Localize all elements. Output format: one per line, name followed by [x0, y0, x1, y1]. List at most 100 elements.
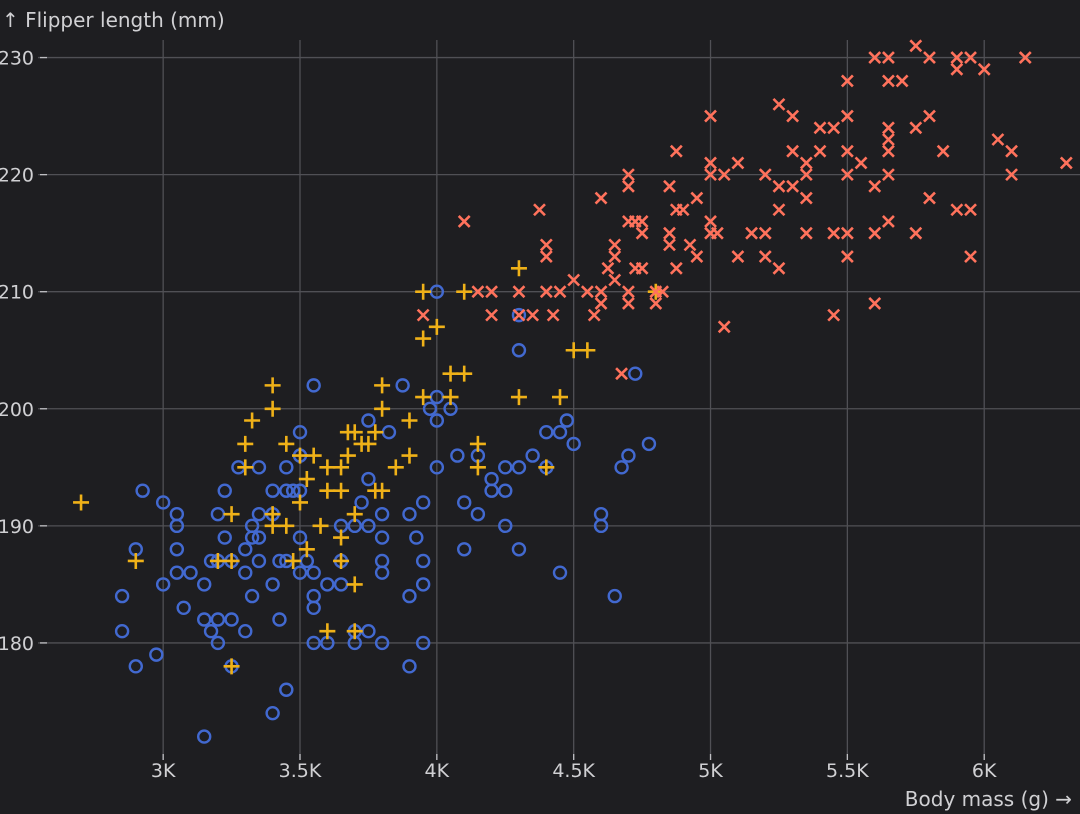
data-point-plus	[244, 412, 261, 429]
data-point-circle	[422, 401, 438, 416]
data-point-plus	[333, 529, 350, 546]
data-point-cross	[840, 168, 854, 182]
data-point-circle	[539, 424, 554, 440]
data-point-plus	[223, 658, 240, 675]
data-point-circle	[450, 448, 465, 463]
data-point-plus	[442, 389, 459, 406]
data-point-plus	[346, 506, 363, 523]
data-point-circle	[251, 506, 267, 522]
data-point-cross	[936, 144, 950, 158]
data-point-circle	[628, 366, 643, 381]
data-point-circle	[265, 577, 280, 592]
data-point-cross	[882, 74, 895, 88]
data-point-cross	[608, 250, 622, 264]
data-point-cross	[840, 144, 854, 158]
data-point-circle	[354, 495, 369, 510]
data-point-circle	[566, 436, 581, 452]
data-point-circle	[197, 729, 212, 744]
data-point-circle	[429, 460, 445, 475]
data-point-circle	[374, 635, 390, 651]
data-point-cross	[868, 296, 882, 310]
data-point-cross	[786, 179, 800, 193]
data-point-circle	[484, 483, 499, 498]
data-point-cross	[1018, 51, 1032, 64]
data-point-cross	[813, 121, 827, 135]
data-point-circle	[272, 612, 287, 627]
data-point-plus	[319, 482, 336, 499]
data-point-cross	[690, 250, 704, 264]
data-point-cross	[909, 39, 923, 53]
y-tick-label: 190	[0, 516, 34, 538]
data-point-circle	[169, 506, 185, 522]
data-point-circle	[285, 483, 301, 498]
data-point-circle	[361, 518, 376, 534]
data-point-circle	[128, 659, 143, 674]
data-point-cross	[882, 51, 895, 64]
data-point-circle	[197, 577, 212, 592]
data-point-cross	[676, 203, 690, 217]
y-tick-label: 210	[0, 282, 34, 304]
data-point-cross	[622, 285, 635, 299]
data-point-circle	[210, 506, 226, 522]
data-point-cross	[882, 168, 895, 182]
data-point-plus	[278, 435, 295, 452]
data-point-circle	[498, 460, 513, 475]
data-point-circle	[415, 553, 431, 569]
data-point-plus	[292, 494, 308, 511]
data-point-cross	[799, 191, 813, 205]
data-point-circle	[169, 518, 185, 534]
data-point-circle	[374, 530, 390, 545]
data-point-cross	[416, 308, 430, 322]
data-point-cross	[704, 109, 717, 123]
data-point-cross	[539, 238, 553, 252]
data-point-plus	[319, 459, 336, 476]
data-point-plus	[223, 552, 240, 569]
data-point-circle	[244, 588, 260, 604]
data-point-circle	[135, 483, 150, 498]
data-point-plus	[333, 459, 350, 476]
data-point-plus	[223, 506, 240, 523]
data-point-circle	[306, 600, 321, 616]
data-point-cross	[704, 168, 717, 182]
data-point-cross	[635, 215, 649, 228]
data-point-circle	[511, 542, 527, 557]
data-point-circle	[409, 530, 424, 545]
data-point-cross	[683, 238, 697, 252]
data-point-cross	[580, 285, 594, 299]
data-point-plus	[305, 447, 322, 464]
data-point-cross	[539, 250, 553, 264]
data-point-circle	[251, 553, 267, 569]
data-point-circle	[169, 542, 185, 557]
data-point-cross	[964, 51, 977, 64]
data-point-cross	[539, 285, 553, 299]
data-point-circle	[552, 565, 568, 580]
data-point-circle	[333, 577, 349, 592]
data-point-circle	[251, 460, 267, 475]
data-point-cross	[772, 203, 786, 217]
data-point-cross	[827, 308, 841, 322]
data-point-cross	[799, 226, 813, 240]
data-point-cross	[840, 74, 854, 88]
data-point-circle	[470, 506, 486, 522]
data-point-circle	[320, 577, 335, 592]
data-point-cross	[622, 296, 635, 310]
data-point-cross	[1005, 168, 1018, 182]
data-point-cross	[964, 203, 977, 217]
data-point-circle	[415, 577, 431, 592]
data-point-cross	[731, 156, 745, 170]
data-point-circle	[593, 518, 609, 534]
data-point-circle	[402, 506, 417, 522]
data-point-circle	[361, 471, 376, 487]
data-point-plus	[401, 412, 418, 429]
data-point-cross	[587, 308, 601, 322]
data-point-plus	[319, 623, 336, 640]
x-tick-label: 6K	[972, 760, 997, 782]
data-point-cross	[635, 226, 649, 240]
data-point-cross	[868, 51, 882, 64]
data-point-cross	[758, 168, 772, 182]
data-point-cross	[663, 226, 676, 240]
data-point-circle	[217, 530, 232, 545]
data-point-cross	[594, 191, 608, 205]
data-point-plus	[339, 447, 356, 464]
data-point-cross	[649, 296, 663, 310]
